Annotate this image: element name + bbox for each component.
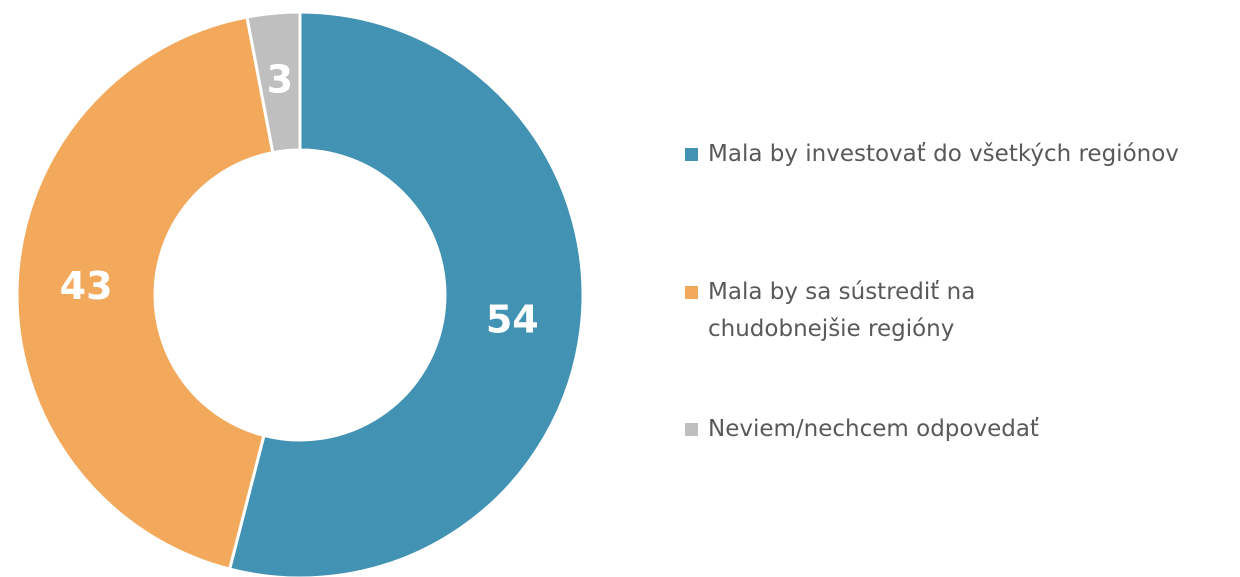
legend-label: Mala by sa sústrediť na chudobnejšie reg… — [708, 279, 976, 342]
donut-segment — [15, 15, 275, 571]
legend-item: Mala by investovať do všetkých regiónov — [685, 136, 1179, 173]
donut: 54 43 3 — [15, 10, 585, 577]
donut-segment — [227, 10, 585, 577]
donut-segment — [245, 10, 302, 155]
legend-swatch — [685, 148, 698, 161]
data-label: 3 — [267, 57, 293, 101]
legend-item: Mala by sa sústrediť na chudobnejšie reg… — [685, 274, 1055, 348]
legend-swatch — [685, 286, 698, 299]
legend-item: Neviem/nechcem odpovedať — [685, 411, 1039, 448]
legend-swatch — [685, 423, 698, 436]
legend-label: Mala by investovať do všetkých regiónov — [708, 141, 1179, 167]
data-label: 43 — [60, 264, 113, 308]
legend-label: Neviem/nechcem odpovedať — [708, 416, 1039, 442]
data-label: 54 — [486, 297, 539, 341]
